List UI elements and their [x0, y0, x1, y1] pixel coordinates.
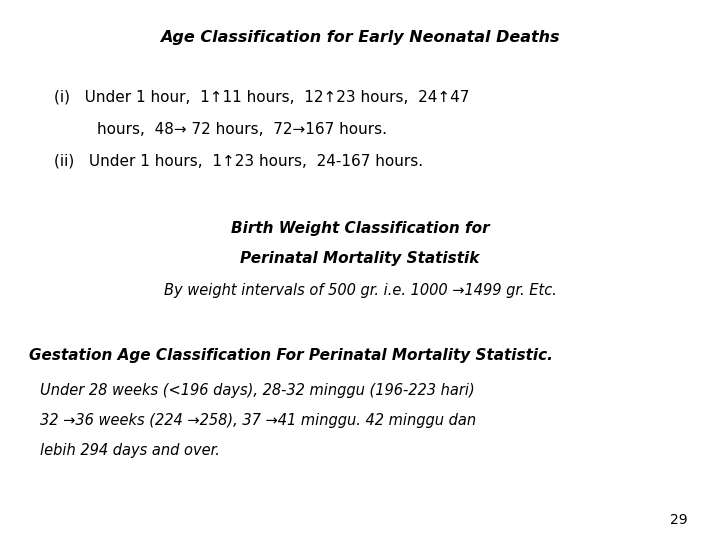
- Text: Under 28 weeks (<196 days), 28-32 minggu (196-223 hari): Under 28 weeks (<196 days), 28-32 minggu…: [40, 383, 474, 399]
- Text: 29: 29: [670, 512, 688, 526]
- Text: Gestation Age Classification For Perinatal Mortality Statistic.: Gestation Age Classification For Perinat…: [29, 348, 553, 363]
- Text: (i)   Under 1 hour,  1↑11 hours,  12↑23 hours,  24↑47: (i) Under 1 hour, 1↑11 hours, 12↑23 hour…: [54, 89, 469, 104]
- Text: Birth Weight Classification for: Birth Weight Classification for: [230, 221, 490, 237]
- Text: Perinatal Mortality Statistik: Perinatal Mortality Statistik: [240, 251, 480, 266]
- Text: 32 →36 weeks (224 →258), 37 →41 minggu. 42 minggu dan: 32 →36 weeks (224 →258), 37 →41 minggu. …: [40, 413, 476, 428]
- Text: lebih 294 days and over.: lebih 294 days and over.: [40, 443, 220, 458]
- Text: Age Classification for Early Neonatal Deaths: Age Classification for Early Neonatal De…: [161, 30, 559, 45]
- Text: hours,  48→ 72 hours,  72→167 hours.: hours, 48→ 72 hours, 72→167 hours.: [97, 122, 387, 137]
- Text: By weight intervals of 500 gr. i.e. 1000 →1499 gr. Etc.: By weight intervals of 500 gr. i.e. 1000…: [163, 284, 557, 299]
- Text: (ii)   Under 1 hours,  1↑23 hours,  24-167 hours.: (ii) Under 1 hours, 1↑23 hours, 24-167 h…: [54, 154, 423, 169]
